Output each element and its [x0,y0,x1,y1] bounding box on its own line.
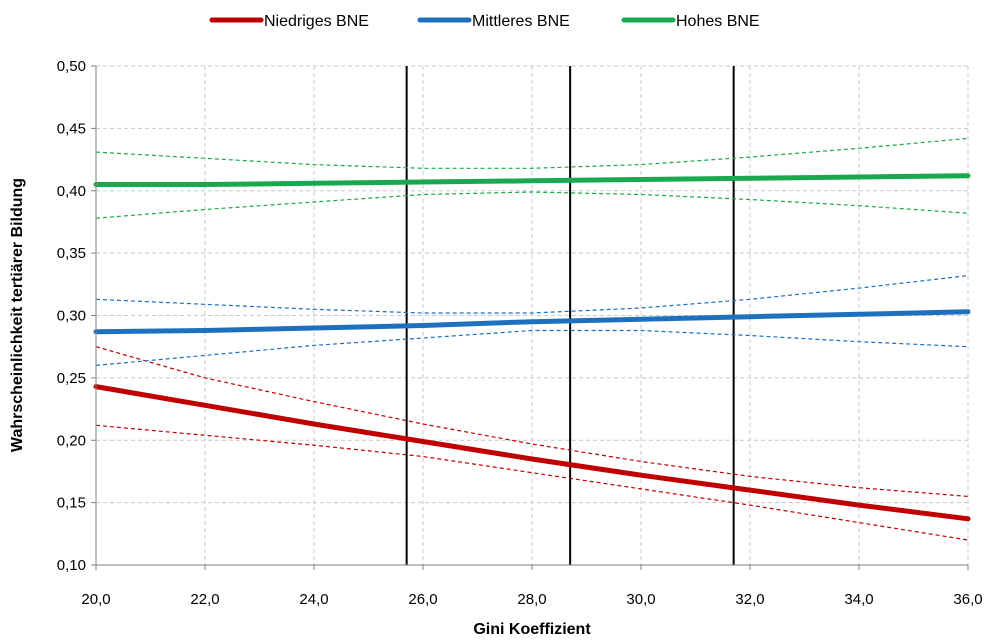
x-tick-label: 32,0 [735,591,764,608]
x-tick-label: 20,0 [81,591,110,608]
y-tick-label: 0,35 [57,245,86,262]
y-tick-label: 0,30 [57,308,86,325]
legend-label: Mittleres BNE [472,13,570,30]
ci-lower-mittleres-bne [95,329,969,366]
series-line-niedriges-bne [93,384,971,522]
series-line-mittleres-bne [93,309,971,335]
x-tick-label: 36,0 [953,591,982,608]
axes [91,65,969,570]
y-tick-label: 0,50 [57,58,86,75]
y-axis-title: Wahrscheinlichkeit tertiärer Bildung [9,178,26,452]
ci-upper-mittleres-bne [95,275,969,314]
x-tick-label: 28,0 [517,591,546,608]
y-tick-label: 0,45 [57,120,86,137]
y-tick-label: 0,15 [57,495,86,512]
tick-labels: 0,10 0,15 0,20 0,25 0,30 0,35 0,40 0,45 0,50 20,0… [57,58,983,608]
legend-label: Hohes BNE [676,13,760,30]
y-tick-label: 0,20 [57,432,86,449]
series-line-hohes-bne [93,173,971,187]
y-tick-label: 0,25 [57,370,86,387]
grid [96,65,969,565]
y-tick-label: 0,10 [57,557,86,574]
series-layer [93,137,971,541]
x-tick-label: 26,0 [408,591,437,608]
legend: Niedriges BNE Mittleres BNE Hohes BNE [209,13,760,30]
legend-label: Niedriges BNE [264,13,369,30]
ci-upper-hohes-bne [95,137,969,169]
y-tick-label: 0,40 [57,183,86,200]
ci-lower-hohes-bne [95,191,969,219]
x-tick-label: 22,0 [190,591,219,608]
x-tick-label: 30,0 [626,591,655,608]
ci-upper-niedriges-bne [95,346,969,497]
x-tick-label: 24,0 [299,591,328,608]
x-tick-label: 34,0 [844,591,873,608]
x-axis-title: Gini Koeffizient [473,621,591,638]
